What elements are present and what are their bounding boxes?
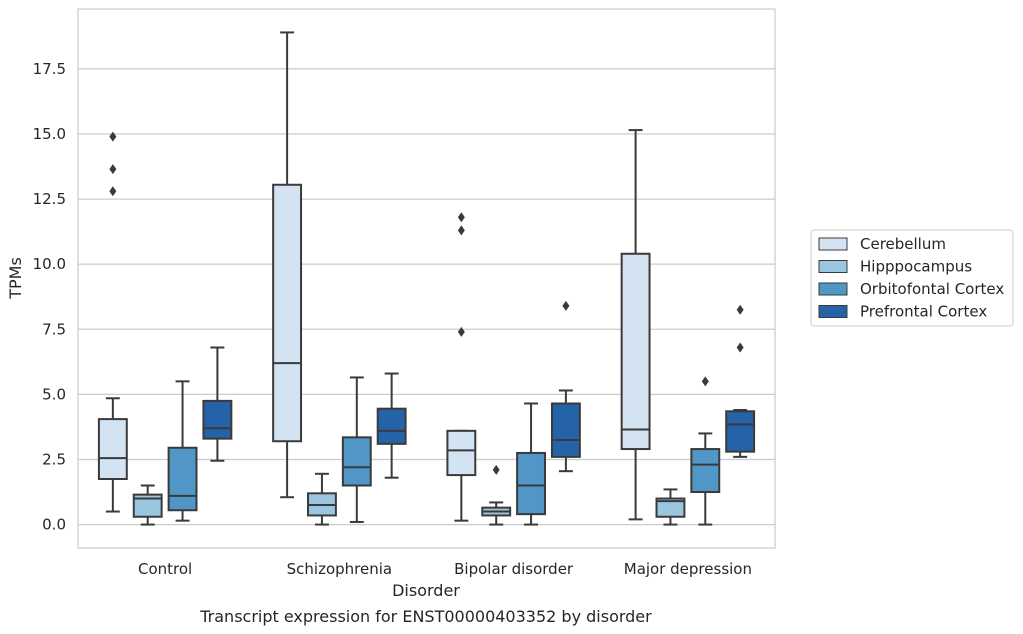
legend-item: Hipppocampus <box>818 258 972 276</box>
box-iqr <box>376 407 407 445</box>
x-tick-label: Schizophrenia <box>287 560 392 578</box>
y-tick-labels: 0.0 2.5 5.0 7.5 10.0 12.5 15.0 17.5 <box>33 60 66 534</box>
y-axis-label: TPMs <box>6 257 25 300</box>
outlier-marker <box>109 164 117 175</box>
box-0-3 <box>620 129 651 521</box>
outlier-marker <box>457 212 465 223</box>
box-groups <box>97 31 756 526</box>
legend-item: Prefrontal Cortex <box>818 303 987 321</box>
box-3-2 <box>550 300 581 473</box>
box-3-1 <box>376 372 407 479</box>
legend-frame <box>810 229 1014 327</box>
x-tick-label: Control <box>138 560 192 578</box>
legend-item: Orbitofontal Cortex <box>818 280 1004 298</box>
y-tick-label: 5.0 <box>42 385 66 403</box>
y-tick-label: 17.5 <box>33 60 66 78</box>
box-0-0 <box>97 131 128 513</box>
legend-swatch <box>818 237 848 251</box>
box-iqr <box>550 402 581 458</box>
box-0-1 <box>272 31 303 499</box>
legend-swatch <box>818 260 848 273</box>
outlier-marker <box>736 342 744 353</box>
y-tick-label: 12.5 <box>33 190 66 208</box>
legend-label: Hipppocampus <box>860 258 972 276</box>
outlier-marker <box>701 376 709 387</box>
y-tick-label: 0.0 <box>42 516 66 534</box>
legend-swatch <box>818 282 848 296</box>
box-2-2 <box>516 402 546 526</box>
box-iqr <box>516 451 546 516</box>
box-iqr <box>690 448 721 494</box>
x-axis-label: Disorder <box>392 581 460 600</box>
outlier-marker <box>457 326 465 337</box>
box-iqr <box>341 436 372 487</box>
outlier-marker <box>736 304 744 315</box>
box-iqr <box>620 252 651 451</box>
box-iqr <box>725 410 756 453</box>
legend: Cerebellum Hipppocampus Orbitofontal Corte… <box>810 229 1014 327</box>
x-tick-label: Major depression <box>624 560 752 578</box>
box-0-2 <box>446 212 477 522</box>
legend-label: Cerebellum <box>860 235 946 253</box>
y-tick-label: 15.0 <box>33 125 66 143</box>
outlier-marker <box>457 225 465 236</box>
box-3-3 <box>725 304 756 458</box>
box-1-0 <box>132 484 163 526</box>
box-iqr <box>167 446 198 512</box>
box-iqr <box>272 183 303 443</box>
box-iqr <box>446 429 477 477</box>
box-iqr <box>202 399 233 440</box>
y-tick-label: 2.5 <box>42 450 66 468</box>
legend-label: Prefrontal Cortex <box>860 303 987 321</box>
plot-area-frame <box>77 8 776 549</box>
box-iqr <box>655 497 686 518</box>
box-iqr <box>132 493 163 518</box>
box-1-3 <box>655 488 686 526</box>
x-tick-label: Bipolar disorder <box>454 560 574 578</box>
figure-caption: Transcript expression for ENST0000040335… <box>199 607 652 626</box>
box-1-2 <box>481 464 512 526</box>
box-2-1 <box>341 376 372 523</box>
box-2-3 <box>690 376 721 526</box>
legend-item: Cerebellum <box>818 235 946 253</box>
outlier-marker <box>109 131 117 142</box>
box-3-0 <box>202 346 233 462</box>
box-iqr <box>97 418 128 480</box>
legend-swatch <box>818 305 848 318</box>
legend-label: Orbitofontal Cortex <box>860 280 1004 298</box>
outlier-marker <box>492 464 500 475</box>
outlier-marker <box>109 186 117 197</box>
outlier-marker <box>562 300 570 311</box>
y-tick-label: 7.5 <box>42 320 66 338</box>
x-tick-labels: Control Schizophrenia Bipolar disorder Majo… <box>138 560 752 578</box>
box-1-1 <box>307 472 337 526</box>
y-tick-label: 10.0 <box>33 255 66 273</box>
box-2-0 <box>167 380 198 522</box>
